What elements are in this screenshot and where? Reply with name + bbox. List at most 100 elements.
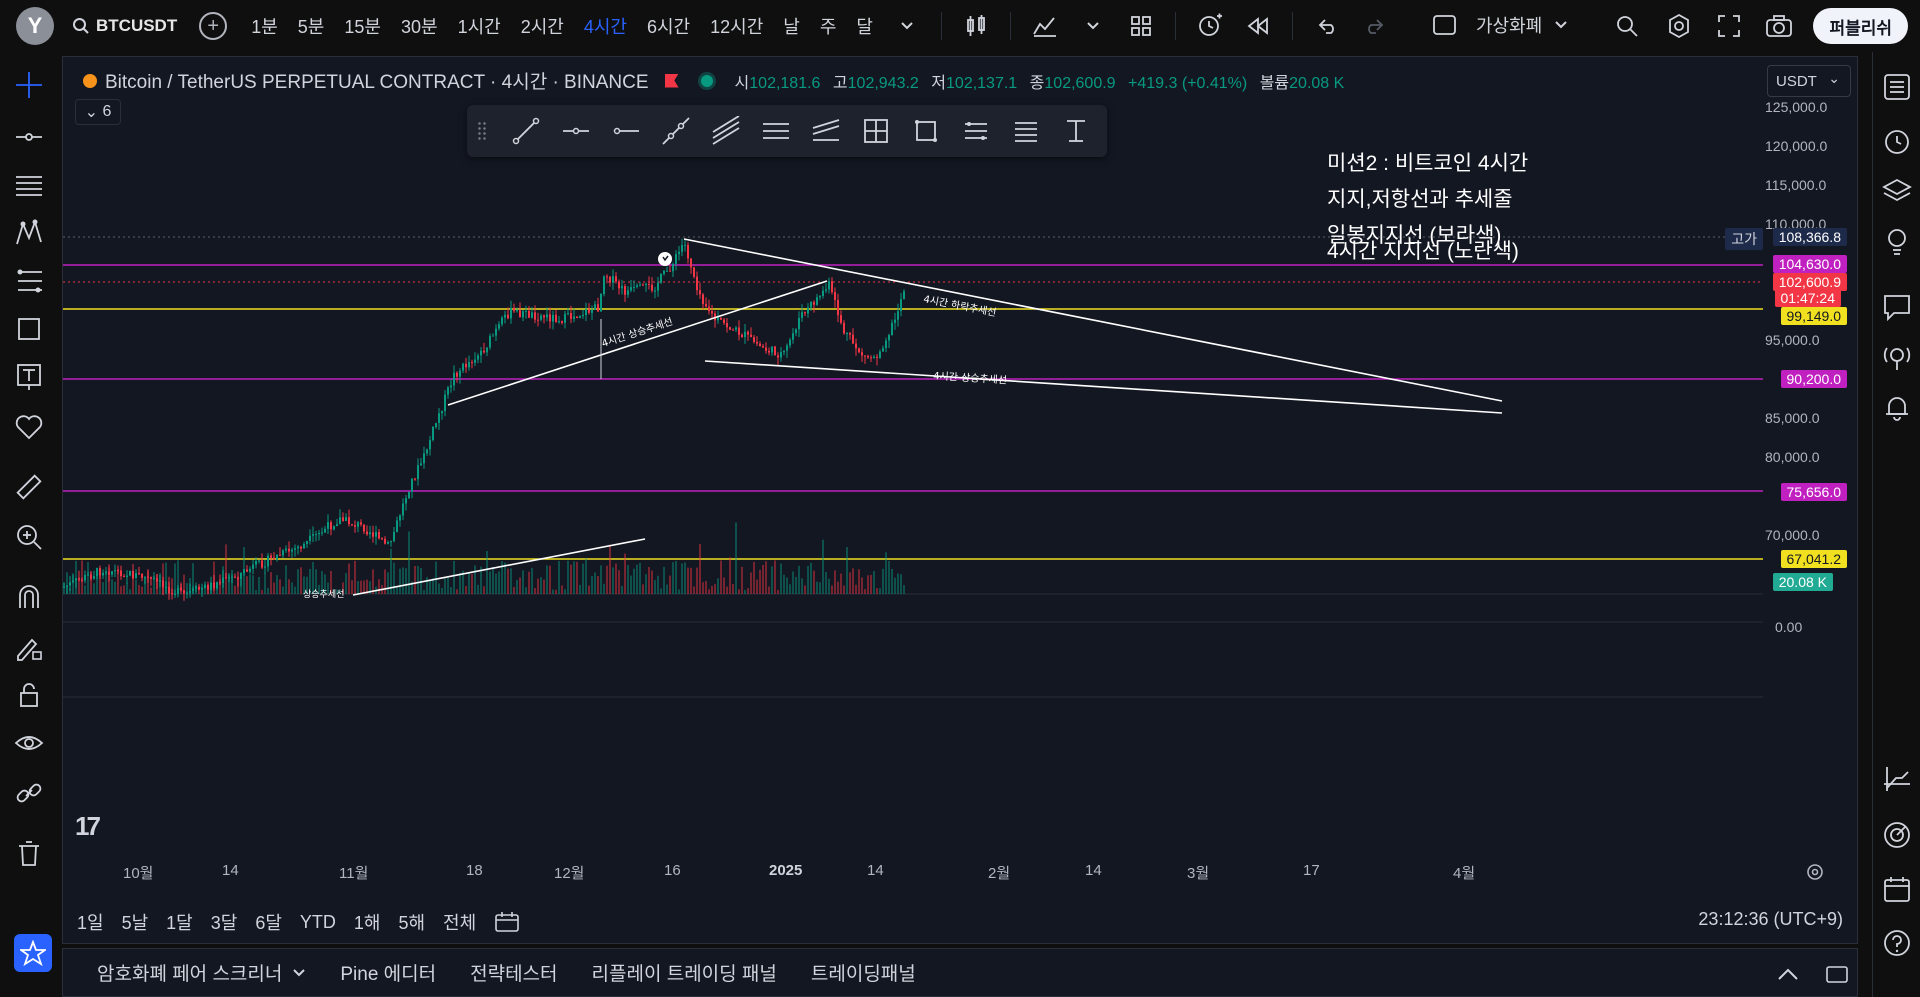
pitchfork-tool-icon[interactable] xyxy=(858,113,894,149)
interval-30m[interactable]: 30분 xyxy=(400,17,438,37)
range-ytd[interactable]: YTD xyxy=(299,911,336,932)
fib-icon[interactable] xyxy=(14,266,44,296)
interval-15m[interactable]: 15분 xyxy=(344,17,381,37)
indicators-icon[interactable] xyxy=(1030,11,1060,41)
interval-week[interactable]: 주 xyxy=(819,17,837,37)
interval-month[interactable]: 달 xyxy=(856,17,873,37)
range-3m[interactable]: 3달 xyxy=(210,913,238,933)
text-icon[interactable] xyxy=(14,362,44,392)
help-icon[interactable] xyxy=(1882,928,1912,958)
settings-gear-icon[interactable] xyxy=(1664,11,1694,41)
note-line-1[interactable]: 미션2 : 비트코인 4시간 xyxy=(1327,152,1529,175)
interval-2h[interactable]: 2시간 xyxy=(520,17,564,37)
favorites-star-icon[interactable] xyxy=(14,934,52,972)
crosshair-icon[interactable] xyxy=(14,70,44,100)
eye-icon[interactable] xyxy=(14,728,44,758)
link-icon[interactable] xyxy=(14,778,44,808)
note-line-3[interactable]: 일봉지지선 (보라색) xyxy=(1327,224,1502,247)
tab-replay-panel[interactable]: 리플레이 트레이딩 패널 xyxy=(591,964,777,985)
ideas-bulb-icon[interactable] xyxy=(1882,226,1912,256)
alert-clock-icon[interactable] xyxy=(1195,11,1225,41)
undo-icon[interactable] xyxy=(1312,11,1342,41)
chevron-down-icon[interactable] xyxy=(1078,11,1108,41)
chevron-down-icon[interactable] xyxy=(292,968,306,978)
user-avatar[interactable]: Y xyxy=(16,7,54,45)
redo-icon[interactable] xyxy=(1360,11,1390,41)
chevron-up-icon[interactable] xyxy=(1777,967,1799,981)
axis-settings-gear-icon[interactable] xyxy=(1805,862,1825,887)
range-5y[interactable]: 5해 xyxy=(398,913,426,933)
camera-icon[interactable] xyxy=(1764,11,1794,41)
interval-5m[interactable]: 5분 xyxy=(297,17,325,37)
extended-line-tool-icon[interactable] xyxy=(658,113,694,149)
rectangle-icon[interactable] xyxy=(14,314,44,344)
ray-tool-icon[interactable] xyxy=(558,113,594,149)
zoom-in-icon[interactable] xyxy=(14,522,44,552)
range-6m[interactable]: 6달 xyxy=(255,913,282,933)
notifications-bell-icon[interactable] xyxy=(1882,392,1912,422)
tab-trading-panel[interactable]: 트레이딩패널 xyxy=(810,964,916,985)
note-line-2[interactable]: 지지,저항선과 추세줄 xyxy=(1327,188,1513,211)
magnet-icon[interactable] xyxy=(14,582,44,612)
maximize-panel-icon[interactable] xyxy=(1825,963,1849,985)
symbol-search[interactable]: BTCUSDT xyxy=(72,16,177,36)
fib-retracement-tool-icon[interactable] xyxy=(958,113,994,149)
range-5d[interactable]: 5날 xyxy=(121,913,149,933)
parallel-channel-tool-icon[interactable] xyxy=(708,113,744,149)
trendline-tool-icon[interactable] xyxy=(508,113,544,149)
chart-pane[interactable]: 4시간 상승추세선 4시간 하락추세선 4시간 상승추세선 상승추세선 Bitc… xyxy=(62,56,1858,944)
candle-type-icon[interactable] xyxy=(961,11,991,41)
screener-icon[interactable] xyxy=(1882,764,1912,794)
goto-date-icon[interactable] xyxy=(494,910,520,934)
layout-menu[interactable]: 가상화폐 xyxy=(1432,12,1568,38)
drag-handle[interactable] xyxy=(477,121,487,141)
fib-extension-tool-icon[interactable] xyxy=(1008,113,1044,149)
flat-top-tool-icon[interactable] xyxy=(808,113,844,149)
text-tool-icon[interactable] xyxy=(1058,113,1094,149)
quick-search-icon[interactable] xyxy=(1612,11,1642,41)
note-line-4[interactable]: 4시간 지지선 (노란색) xyxy=(1327,240,1519,263)
interval-4h[interactable]: 4시간 xyxy=(583,17,627,37)
compare-add-icon[interactable]: + xyxy=(199,12,228,40)
range-1d[interactable]: 1일 xyxy=(77,913,104,933)
range-1m[interactable]: 1달 xyxy=(166,913,193,933)
horizontal-ray-tool-icon[interactable] xyxy=(608,113,644,149)
alerts-clock-icon[interactable] xyxy=(1882,126,1912,156)
interval-6h[interactable]: 6시간 xyxy=(646,17,691,37)
flag-icon[interactable] xyxy=(664,73,679,88)
interval-1m[interactable]: 1분 xyxy=(251,17,278,37)
trash-icon[interactable] xyxy=(14,838,44,868)
currency-select[interactable]: USDT xyxy=(1767,65,1851,97)
interval-1h[interactable]: 1시간 xyxy=(457,17,501,37)
indicators-collapse-button[interactable]: ⌄ 6 xyxy=(75,99,121,125)
chat-icon[interactable] xyxy=(1882,292,1912,322)
interval-day[interactable]: 날 xyxy=(783,17,800,37)
layout-grid-icon[interactable] xyxy=(1126,11,1156,41)
timezone-clock[interactable]: 23:12:36 (UTC+9) xyxy=(1698,909,1843,929)
range-all[interactable]: 전체 xyxy=(443,913,477,933)
interval-12h[interactable]: 12시간 xyxy=(710,17,764,37)
watchlist-icon[interactable] xyxy=(1882,72,1912,102)
streams-icon[interactable] xyxy=(1882,342,1912,372)
horizontal-lines-icon[interactable] xyxy=(14,170,44,200)
ruler-icon[interactable] xyxy=(14,472,44,502)
chart-title[interactable]: Bitcoin / TetherUS PERPETUAL CONTRACT · … xyxy=(105,72,649,93)
tab-crypto-screener[interactable]: 암호화폐 페어 스크리너 xyxy=(97,964,283,985)
heart-icon[interactable] xyxy=(14,412,44,442)
chart-canvas[interactable]: 4시간 상승추세선 4시간 하락추세선 4시간 상승추세선 상승추세선 xyxy=(63,57,1858,944)
publish-button[interactable]: 퍼블리쉬 xyxy=(1813,8,1908,44)
range-1y[interactable]: 1해 xyxy=(353,913,381,933)
tab-pine-editor[interactable]: Pine 에디터 xyxy=(340,964,437,985)
tab-strategy-tester[interactable]: 전략테스터 xyxy=(470,964,558,985)
trendline-icon[interactable] xyxy=(14,122,44,152)
regression-tool-icon[interactable] xyxy=(758,113,794,149)
chevron-down-icon[interactable] xyxy=(892,11,922,41)
calendar-icon[interactable] xyxy=(1882,874,1912,904)
pattern-icon[interactable] xyxy=(14,218,44,248)
chart-legend[interactable]: Bitcoin / TetherUS PERPETUAL CONTRACT · … xyxy=(83,67,1352,94)
lock-icon[interactable] xyxy=(14,680,44,710)
pencil-lock-icon[interactable] xyxy=(14,632,44,662)
fullscreen-icon[interactable] xyxy=(1714,11,1744,41)
replay-icon[interactable] xyxy=(1243,11,1273,41)
layers-icon[interactable] xyxy=(1882,176,1912,206)
